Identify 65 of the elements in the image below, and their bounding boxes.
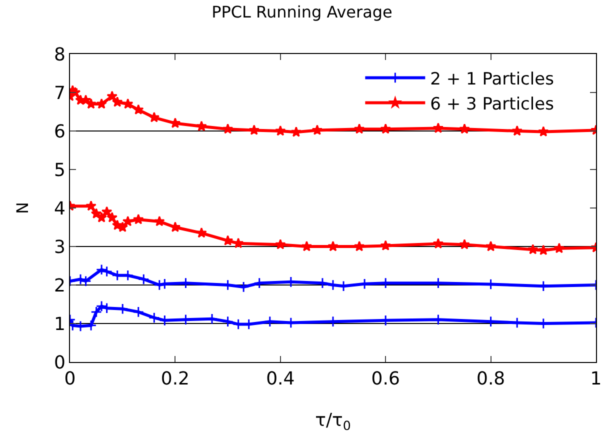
point [132, 104, 144, 115]
y-tick-label: 4 [54, 198, 66, 220]
point [380, 240, 392, 250]
point [485, 240, 496, 252]
point [96, 212, 107, 222]
point [154, 216, 165, 226]
point [459, 238, 470, 250]
chart-title: PPCL Running Average [212, 2, 392, 22]
x-tick-label: 0.2 [160, 368, 190, 390]
y-tick-label: 7 [54, 82, 66, 104]
point [301, 240, 312, 252]
point [96, 98, 107, 109]
point [290, 126, 302, 137]
point [86, 98, 96, 109]
y-tick-label: 8 [54, 44, 66, 66]
point [106, 212, 118, 222]
point [132, 214, 144, 224]
x-tick-label: 0.6 [371, 368, 400, 390]
point [432, 238, 444, 249]
point [312, 124, 323, 135]
point [86, 200, 96, 211]
point [538, 126, 549, 136]
point [222, 316, 234, 328]
point [154, 279, 166, 291]
point [112, 96, 123, 107]
point [527, 244, 538, 254]
point [328, 240, 338, 252]
point [122, 98, 134, 109]
point [222, 123, 234, 134]
point [538, 244, 549, 256]
point [138, 274, 150, 285]
point [274, 238, 286, 250]
point [512, 125, 523, 136]
x-tick-label: 0.4 [266, 368, 295, 390]
point [274, 125, 286, 136]
point [432, 122, 444, 134]
legend-label: 6 + 3 Particles [430, 94, 554, 114]
point [238, 281, 250, 293]
point [170, 222, 181, 232]
point [101, 206, 112, 217]
y-tick-label: 5 [54, 160, 66, 181]
legend-label: 2 + 1 Particles [430, 69, 554, 90]
point [196, 120, 207, 132]
point [90, 306, 102, 318]
point [248, 124, 260, 135]
y-tick-label: 3 [54, 236, 66, 258]
y-tick-label: 0 [54, 352, 66, 374]
point [196, 227, 207, 238]
y-tick-label: 2 [54, 275, 66, 296]
point [122, 216, 134, 226]
point [354, 123, 365, 134]
point [380, 123, 392, 134]
point [554, 242, 565, 254]
x-tick-label: 1 [590, 368, 602, 390]
point [132, 306, 144, 318]
point [148, 112, 160, 122]
point [459, 123, 470, 134]
point [148, 312, 160, 324]
y-tick-label: 1 [54, 314, 66, 335]
point [106, 90, 118, 102]
y-tick-label: 6 [54, 121, 66, 142]
point [354, 240, 365, 252]
x-tick-label: 0.8 [476, 368, 506, 390]
y-axis-title: N [13, 202, 32, 214]
x-axis-title: τ/τ$_{0}$ [315, 410, 351, 433]
